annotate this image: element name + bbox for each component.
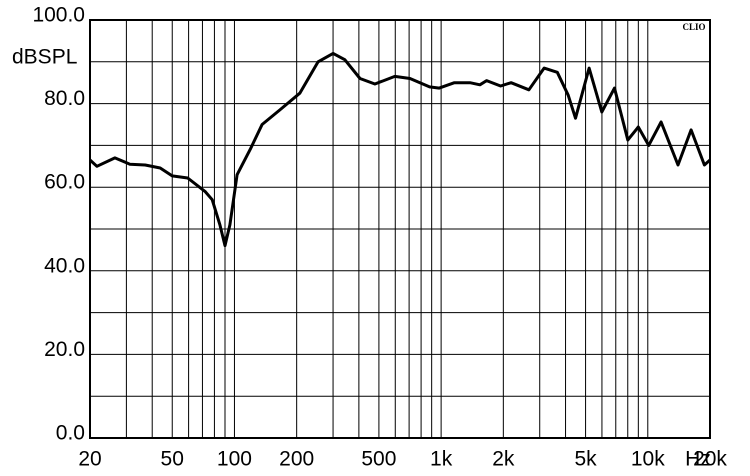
x-tick-label: 10k: [631, 448, 665, 471]
x-tick-label: 1k: [430, 448, 453, 471]
x-tick-label: 20: [78, 448, 101, 471]
x-tick-label: 50: [161, 448, 184, 471]
y-tick-label: 80.0: [44, 87, 85, 110]
x-tick-label: 20k: [693, 448, 727, 471]
y-axis-label: dBSPL: [12, 46, 77, 69]
x-tick-label: 200: [279, 448, 314, 471]
y-tick-label: 40.0: [44, 254, 85, 277]
y-tick-label: 100.0: [32, 4, 85, 27]
x-unit-label: Hz: [685, 448, 711, 471]
x-tick-label: 2k: [492, 448, 515, 471]
y-tick-label: 60.0: [44, 171, 85, 194]
watermark: CLIO: [682, 22, 705, 32]
x-tick-label: 5k: [574, 448, 597, 471]
x-tick-label: 100: [217, 448, 252, 471]
x-tick-label: 500: [361, 448, 396, 471]
y-tick-label: 0.0: [56, 422, 85, 445]
plot-frame: [89, 19, 711, 439]
y-tick-label: 20.0: [44, 338, 85, 361]
response-curve: [88, 51, 711, 248]
